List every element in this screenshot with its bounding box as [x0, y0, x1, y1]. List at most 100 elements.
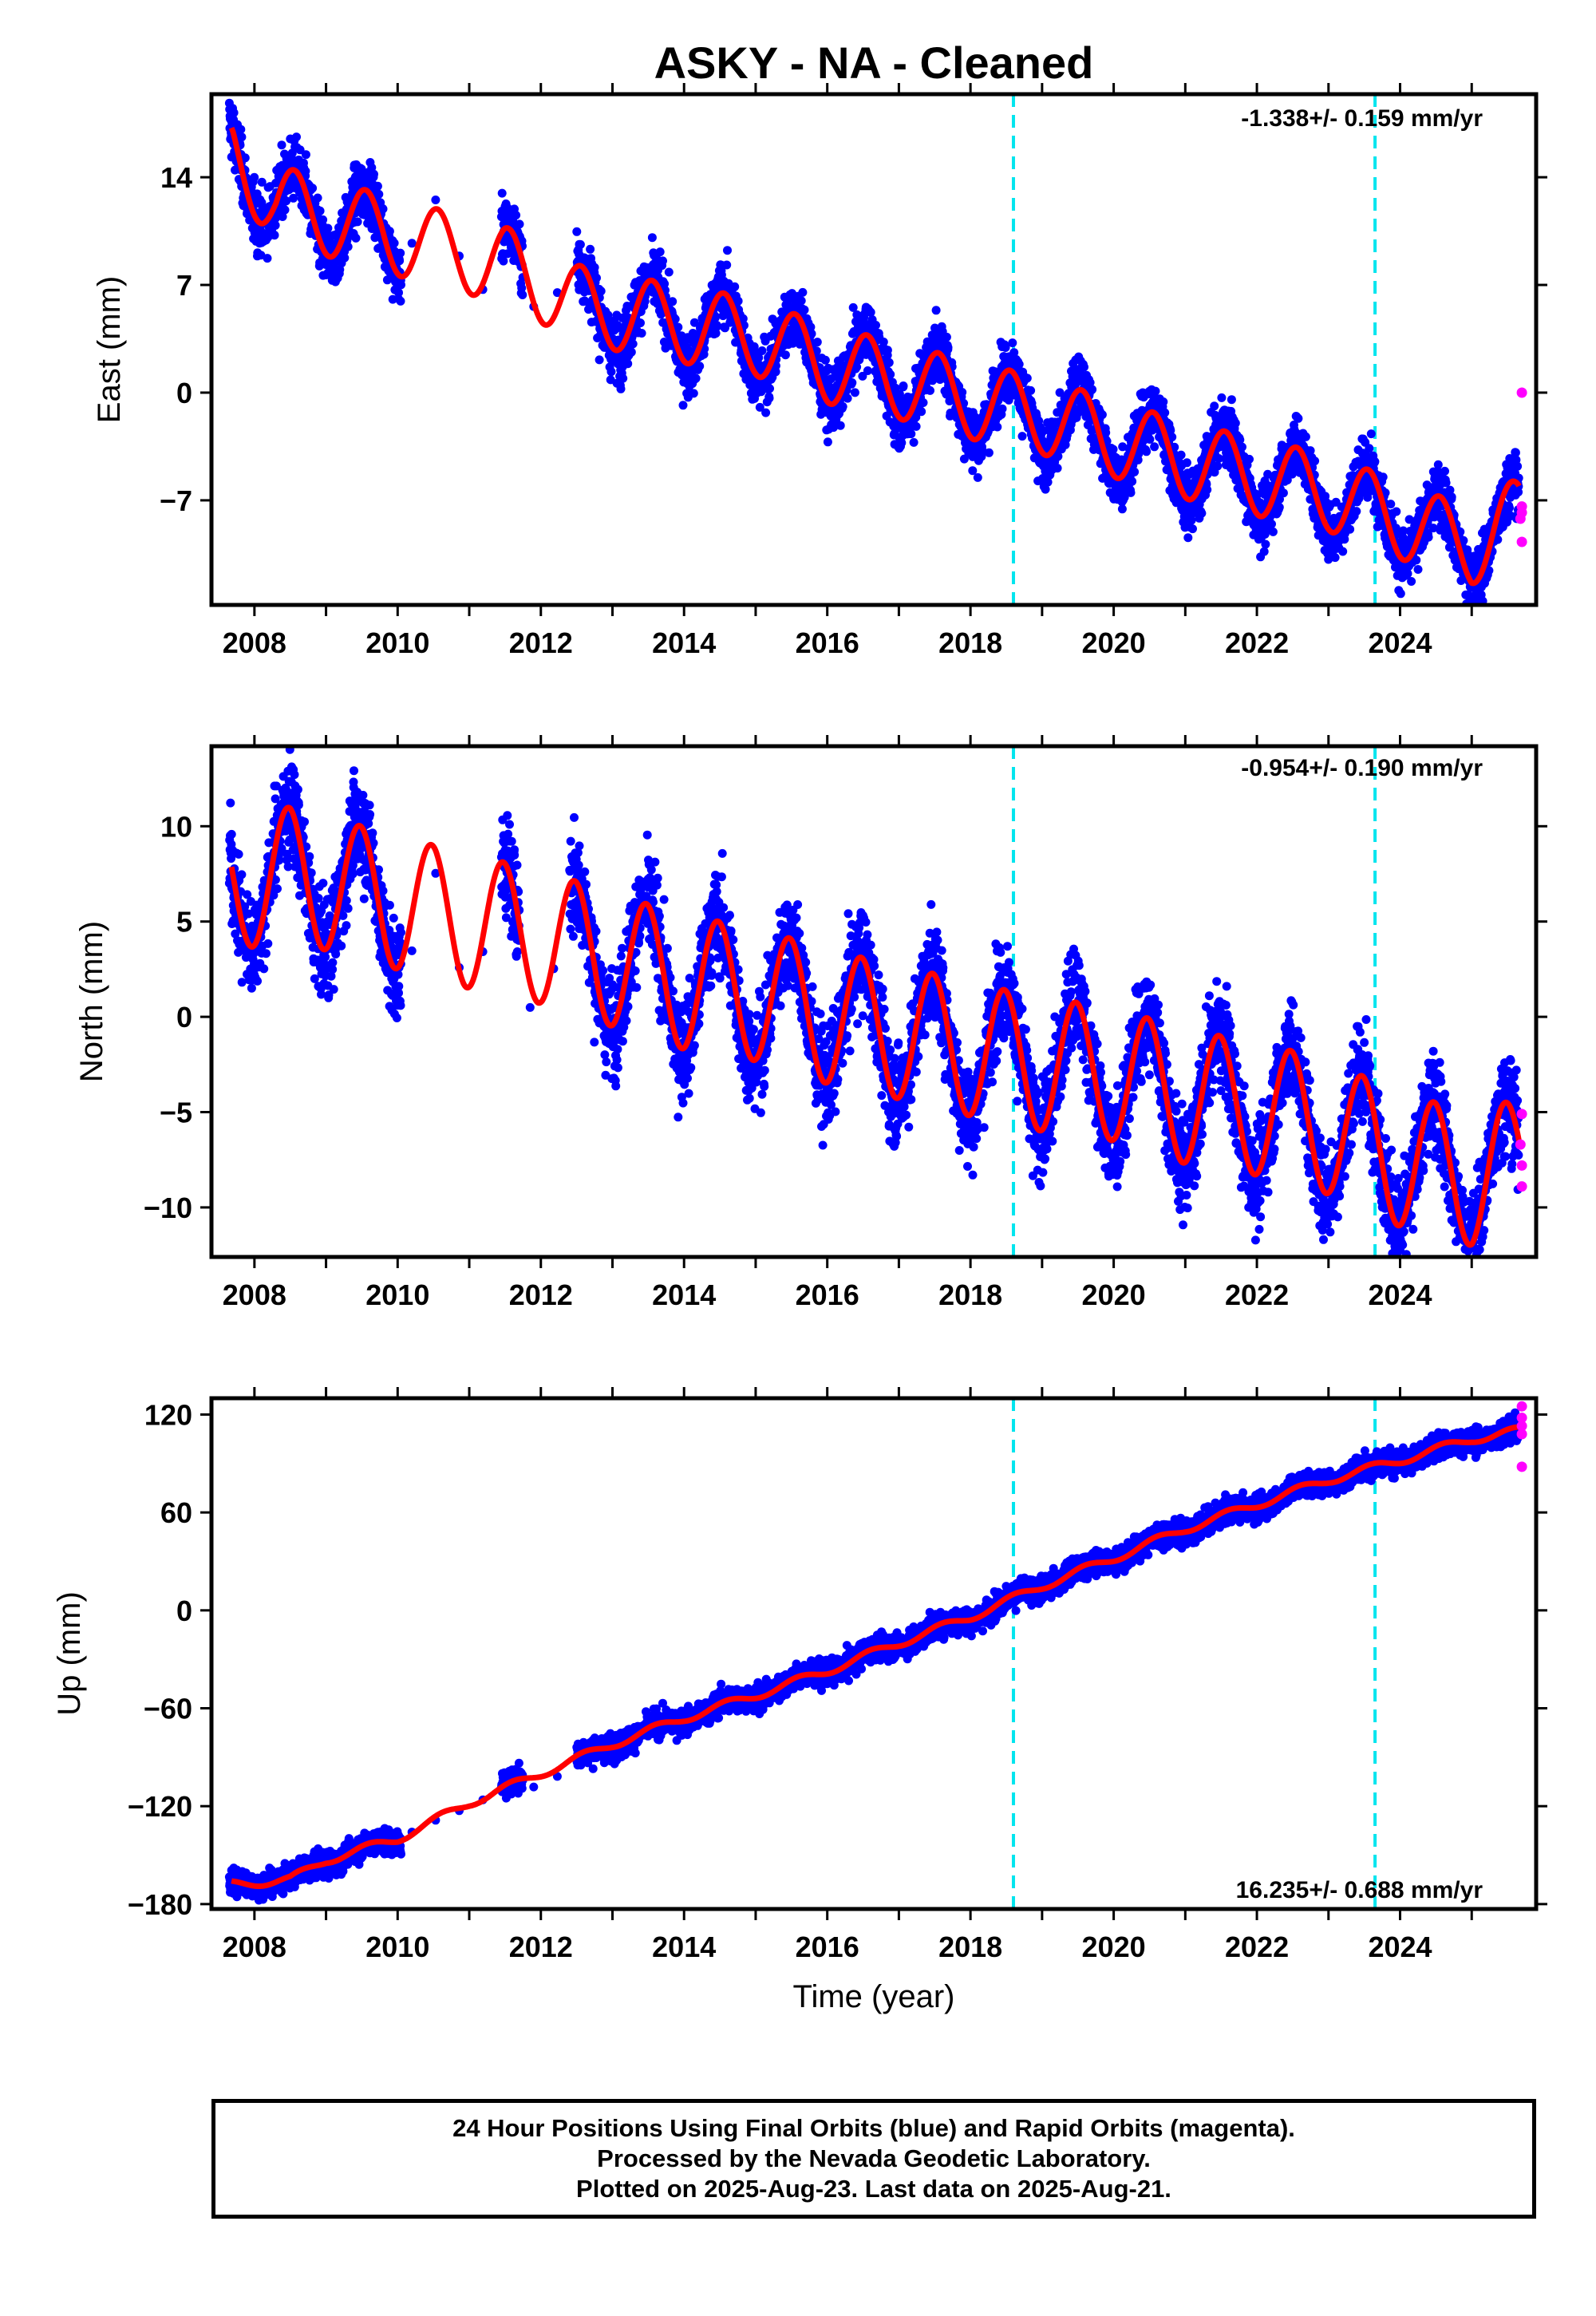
final-orbit-point	[378, 204, 388, 214]
chart-title: ASKY - NA - Cleaned	[654, 38, 1094, 88]
final-orbit-point	[603, 310, 613, 320]
final-orbit-point	[711, 329, 721, 338]
final-orbit-point	[282, 196, 291, 206]
final-orbit-point	[395, 256, 405, 266]
final-orbit-point	[385, 227, 394, 236]
final-orbit-point	[689, 318, 699, 327]
final-orbit-point	[1213, 461, 1223, 471]
final-orbit-point	[343, 242, 353, 251]
final-orbit-point	[738, 314, 748, 323]
final-orbit-point	[263, 254, 272, 263]
final-orbit-point	[1245, 454, 1254, 464]
final-orbit-point	[897, 438, 907, 448]
final-orbit-point	[289, 193, 298, 203]
final-orbit-point	[1026, 385, 1036, 395]
final-orbit-point	[1055, 388, 1065, 397]
final-orbit-point	[1227, 395, 1236, 405]
final-orbit-point	[852, 362, 862, 372]
final-orbit-point	[1118, 442, 1128, 452]
final-orbit-point	[1294, 413, 1303, 423]
final-orbit-point	[884, 358, 894, 367]
final-orbit-point	[812, 338, 822, 347]
final-orbit-point	[755, 402, 764, 412]
final-orbit-point	[1160, 408, 1170, 417]
final-orbit-point	[895, 389, 904, 399]
final-orbit-point	[674, 322, 683, 332]
final-orbit-point	[984, 448, 994, 457]
final-orbit-point	[647, 233, 657, 243]
final-orbit-point	[518, 290, 527, 299]
final-orbit-point	[823, 437, 832, 447]
final-orbit-point	[942, 332, 951, 342]
final-orbit-point	[968, 466, 978, 476]
final-orbit-point	[374, 189, 384, 199]
final-orbit-point	[626, 347, 636, 357]
final-orbit-point	[1053, 464, 1062, 473]
final-orbit-point	[369, 169, 378, 179]
final-orbit-point	[315, 206, 325, 215]
final-orbit-point	[515, 219, 524, 229]
final-orbit-point	[1188, 524, 1197, 534]
final-orbit-point	[323, 223, 333, 233]
final-orbit-point	[301, 166, 310, 176]
final-orbit-point	[710, 313, 720, 322]
final-orbit-point	[788, 338, 798, 348]
final-orbit-point	[1182, 458, 1191, 468]
final-orbit-point	[572, 227, 582, 236]
final-orbit-point	[1378, 472, 1388, 482]
final-orbit-point	[1009, 348, 1019, 358]
final-orbit-point	[1126, 488, 1136, 497]
final-orbit-point	[660, 279, 670, 289]
final-orbit-point	[1440, 466, 1449, 476]
final-orbit-point	[1407, 577, 1416, 586]
final-orbit-point	[618, 373, 628, 383]
final-orbit-point	[998, 404, 1007, 413]
final-orbit-point	[1433, 460, 1443, 469]
final-orbit-point	[1392, 507, 1401, 516]
final-orbit-point	[394, 288, 403, 298]
final-orbit-point	[730, 282, 740, 291]
final-orbit-point	[301, 150, 310, 160]
final-orbit-point	[271, 213, 280, 223]
final-orbit-point	[1039, 426, 1049, 436]
final-orbit-point	[596, 287, 606, 296]
final-orbit-point	[318, 215, 328, 224]
final-orbit-point	[848, 302, 858, 312]
final-orbit-point	[1301, 432, 1310, 441]
final-orbit-point	[1101, 428, 1111, 437]
final-orbit-point	[1176, 450, 1186, 460]
final-orbit-point	[931, 306, 941, 315]
final-orbit-point	[899, 381, 908, 390]
final-orbit-point	[257, 177, 267, 187]
final-orbit-point	[517, 283, 527, 293]
final-orbit-point	[1310, 456, 1320, 466]
final-orbit-point	[1261, 539, 1270, 549]
final-orbit-point	[1022, 373, 1032, 383]
final-orbit-point	[1268, 527, 1278, 536]
final-orbit-point	[236, 124, 246, 134]
final-orbit-point	[1267, 520, 1276, 529]
final-orbit-point	[628, 339, 638, 349]
final-orbit-point	[1338, 547, 1348, 556]
final-orbit-point	[1097, 410, 1107, 420]
final-orbit-point	[1217, 393, 1227, 402]
final-orbit-point	[1130, 467, 1140, 476]
final-orbit-point	[592, 273, 601, 283]
final-orbit-point	[843, 393, 852, 403]
final-orbit-point	[907, 429, 916, 439]
final-orbit-point	[1370, 456, 1380, 466]
final-orbit-point	[278, 212, 287, 221]
final-orbit-point	[270, 231, 279, 240]
final-orbit-point	[866, 307, 875, 317]
final-orbit-point	[796, 296, 806, 306]
final-orbit-point	[1001, 343, 1010, 352]
final-orbit-point	[1183, 533, 1193, 543]
final-orbit-point	[691, 373, 701, 383]
final-orbit-point	[308, 184, 318, 193]
final-orbit-point	[733, 296, 743, 306]
final-orbit-point	[1403, 569, 1412, 579]
final-orbit-point	[765, 384, 774, 393]
final-orbit-point	[353, 217, 362, 227]
final-orbit-point	[911, 421, 921, 431]
